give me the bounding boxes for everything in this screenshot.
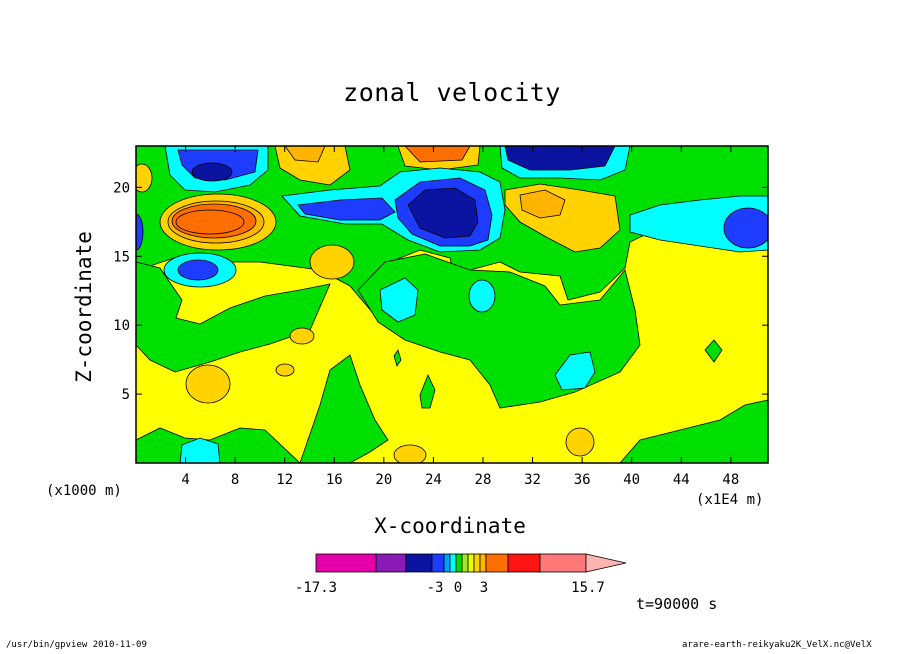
colorbar-swatch bbox=[461, 553, 469, 573]
contour-region bbox=[565, 427, 595, 457]
x-tick-label: 20 bbox=[375, 472, 392, 488]
x-tick-label: 40 bbox=[623, 472, 640, 488]
contour-region bbox=[407, 187, 479, 239]
colorbar-tick-label: 0 bbox=[453, 580, 463, 596]
colorbar-swatch bbox=[449, 553, 457, 573]
contour-region bbox=[468, 279, 496, 313]
contour-region bbox=[171, 203, 257, 239]
x-tick-label: 28 bbox=[475, 472, 492, 488]
x-axis: 4 8 12 16 20 24 28 32 36 40 44 48 bbox=[181, 146, 739, 488]
colorbar-swatch bbox=[473, 553, 481, 573]
colorbar-swatch bbox=[539, 553, 587, 573]
contour-region bbox=[289, 327, 315, 345]
contour-region bbox=[704, 339, 723, 363]
contour-region bbox=[554, 351, 596, 391]
x-tick-label: 12 bbox=[276, 472, 293, 488]
x-tick-label: 16 bbox=[326, 472, 343, 488]
colorbar-tick-label: -3 bbox=[426, 580, 444, 596]
contour-region bbox=[136, 261, 331, 373]
colorbar-swatch bbox=[467, 553, 475, 573]
colorbar-tick-label: 3 bbox=[479, 580, 489, 596]
colorbar-swatch bbox=[485, 553, 509, 573]
contour-region bbox=[136, 163, 153, 193]
x-tick-label: 48 bbox=[722, 472, 739, 488]
colorbar-swatch bbox=[431, 553, 445, 573]
colorbar-swatch bbox=[507, 553, 541, 573]
contour-region bbox=[179, 437, 221, 463]
x-tick-label: 8 bbox=[231, 472, 239, 488]
contour-region bbox=[393, 444, 427, 463]
contour-region bbox=[393, 349, 402, 367]
contour-region bbox=[284, 146, 326, 163]
time-label: t=90000 s bbox=[636, 595, 718, 613]
contour-region bbox=[419, 373, 436, 409]
colorbar-swatch bbox=[455, 553, 463, 573]
x-units-label: (x1000 m) bbox=[46, 483, 122, 499]
chart-title: zonal velocity bbox=[343, 78, 561, 107]
contour-region bbox=[136, 213, 144, 251]
contour-region bbox=[619, 399, 768, 463]
x-tick-label: 44 bbox=[673, 472, 690, 488]
contour-region bbox=[299, 354, 389, 463]
contour-region bbox=[379, 277, 419, 323]
x-axis-label: X-coordinate bbox=[374, 514, 526, 538]
x-tick-label: 36 bbox=[574, 472, 591, 488]
contour-field bbox=[136, 146, 768, 463]
footer-command: /usr/bin/gpview 2010-11-09 bbox=[6, 640, 147, 650]
contour-region bbox=[309, 244, 355, 280]
colorbar-swatch bbox=[405, 553, 433, 573]
colorbar-swatch bbox=[375, 553, 407, 573]
x-units-secondary-label: (x1E4 m) bbox=[696, 492, 764, 508]
contour-region bbox=[275, 363, 295, 377]
x-tick-label: 32 bbox=[524, 472, 541, 488]
colorbar-arrow bbox=[585, 553, 627, 573]
contour-region bbox=[519, 189, 566, 219]
colorbar-swatch bbox=[479, 553, 487, 573]
contour-region bbox=[297, 197, 396, 221]
y-tick-label: 20 bbox=[113, 180, 130, 196]
colorbar-swatch bbox=[315, 553, 377, 573]
plot-frame bbox=[135, 145, 769, 464]
contour-region bbox=[177, 259, 219, 281]
y-axis-label: Z-coordinate bbox=[72, 231, 96, 383]
y-tick-label: 10 bbox=[113, 318, 130, 334]
y-tick-label: 5 bbox=[122, 387, 130, 403]
contour-region bbox=[404, 146, 471, 163]
contour-region bbox=[191, 162, 233, 182]
contour-region bbox=[185, 364, 231, 404]
footer-source: arare-earth-reikyaku2K_VelX.nc@VelX bbox=[682, 640, 872, 650]
colorbar-swatch bbox=[443, 553, 451, 573]
colorbar bbox=[315, 553, 627, 573]
y-tick-label: 15 bbox=[113, 249, 130, 265]
x-tick-label: 4 bbox=[181, 472, 189, 488]
colorbar-max-label: 15.7 bbox=[571, 580, 605, 596]
y-axis: 5 10 15 20 bbox=[113, 180, 768, 403]
contour-region bbox=[504, 146, 616, 171]
x-tick-label: 24 bbox=[425, 472, 442, 488]
contour-region bbox=[723, 207, 768, 249]
colorbar-min-label: -17.3 bbox=[294, 580, 338, 596]
contour-region bbox=[175, 209, 245, 235]
